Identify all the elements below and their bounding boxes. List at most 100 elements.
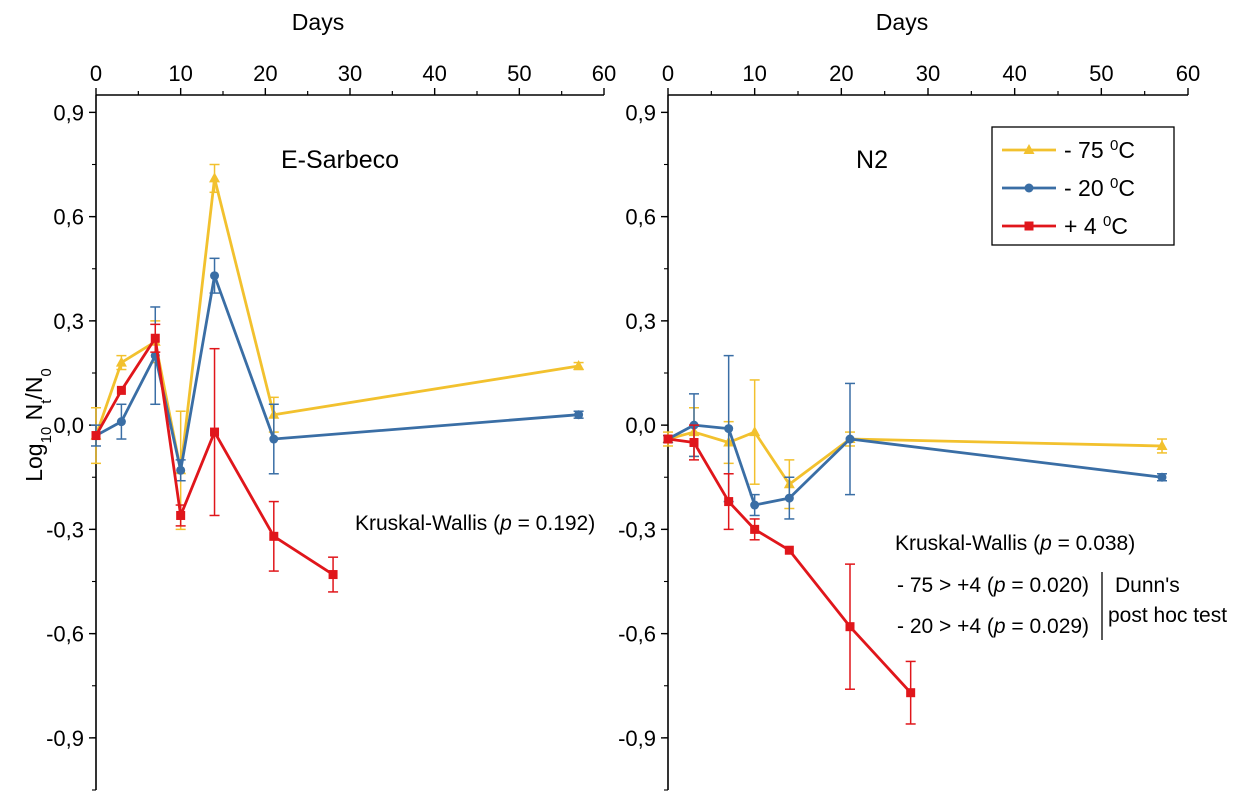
panel-title: E-Sarbeco bbox=[281, 146, 399, 174]
legend: - 75 0C- 20 0C+ 4 0C bbox=[991, 126, 1175, 246]
data-point bbox=[115, 356, 127, 367]
legend-item: - 20 0C bbox=[1002, 175, 1135, 202]
y-tick-label: 0,3 bbox=[625, 309, 656, 334]
y-tick-label: -0,9 bbox=[618, 726, 656, 751]
x-axis-title: Days bbox=[876, 9, 928, 35]
y-label-sep: /N bbox=[21, 377, 47, 400]
legend-marker bbox=[1023, 144, 1035, 154]
y-label-sub3: 0 bbox=[38, 368, 55, 376]
data-point bbox=[574, 410, 584, 420]
legend-label-main: - 75 bbox=[1064, 137, 1110, 163]
legend-label: - 75 0C bbox=[1064, 137, 1135, 164]
legend-label-unit: C bbox=[1111, 213, 1128, 239]
anno-p: p bbox=[1039, 532, 1052, 555]
data-point bbox=[724, 424, 734, 434]
data-point bbox=[784, 493, 794, 503]
data-point bbox=[210, 427, 220, 437]
series-line bbox=[95, 274, 579, 472]
x-tick-label: 60 bbox=[1176, 61, 1200, 86]
series-line bbox=[667, 430, 1163, 486]
anno-p: p bbox=[499, 512, 512, 535]
legend-label-unit: C bbox=[1118, 175, 1135, 201]
panel-e-sarbeco: Days E-Sarbeco 0 10 20 30 40 50 60 0,9 0,6 0,3 0,0… bbox=[46, 9, 616, 791]
x-tick-label: 30 bbox=[916, 61, 940, 86]
x-tick-label: 0 bbox=[662, 61, 674, 86]
legend-marker bbox=[1024, 221, 1034, 231]
y-tick-label: 0,6 bbox=[625, 205, 656, 230]
y-label-sub2: t bbox=[38, 399, 55, 404]
data-point bbox=[1157, 472, 1167, 482]
y-tick-label: -0,9 bbox=[46, 726, 84, 751]
legend-label-sup: 0 bbox=[1103, 213, 1111, 230]
data-point bbox=[210, 271, 220, 281]
x-tick-label: 10 bbox=[742, 61, 766, 86]
y-label-main: Log bbox=[21, 443, 47, 481]
anno-pre: Kruskal-Wallis ( bbox=[355, 512, 500, 535]
data-point bbox=[750, 500, 760, 510]
legend-label: + 4 0C bbox=[1064, 213, 1128, 240]
legend-item: - 75 0C bbox=[1002, 137, 1135, 164]
anno-p: p bbox=[993, 574, 1006, 597]
series-square bbox=[663, 424, 916, 725]
x-tick-label: 10 bbox=[168, 61, 192, 86]
y-tick-label: 0,3 bbox=[53, 309, 84, 334]
y-axis-label: Log10 Nt/N0 bbox=[21, 368, 55, 482]
x-tick-label: 20 bbox=[829, 61, 853, 86]
data-point bbox=[573, 360, 585, 371]
anno-post: = 0.038) bbox=[1052, 532, 1135, 555]
dunn-comparison-2: - 20 > +4 (p = 0.029) bbox=[897, 615, 1089, 638]
legend-label-main: + 4 bbox=[1064, 213, 1103, 239]
y-tick-label: 0,6 bbox=[53, 205, 84, 230]
y-label-mid: N bbox=[21, 404, 47, 427]
data-point bbox=[116, 417, 126, 427]
anno-pre: - 20 > +4 ( bbox=[897, 615, 994, 638]
posthoc-label-line1: Dunn's bbox=[1115, 574, 1180, 597]
y-tick-label: 0,0 bbox=[625, 413, 656, 438]
y-tick-label: -0,6 bbox=[46, 622, 84, 647]
anno-p: p bbox=[993, 615, 1006, 638]
data-point bbox=[845, 622, 855, 632]
anno-post: = 0.029) bbox=[1006, 615, 1089, 638]
data-point bbox=[845, 434, 855, 444]
x-tick-label: 30 bbox=[338, 61, 362, 86]
x-tick-label: 50 bbox=[507, 61, 531, 86]
data-point bbox=[150, 333, 160, 343]
kruskal-wallis-annotation: Kruskal-Wallis (p = 0.192) bbox=[355, 512, 595, 535]
data-point bbox=[724, 497, 734, 507]
anno-pre: Kruskal-Wallis ( bbox=[895, 532, 1040, 555]
series-square bbox=[91, 323, 339, 593]
kruskal-wallis-annotation: Kruskal-Wallis (p = 0.038) bbox=[895, 532, 1135, 555]
data-point bbox=[749, 426, 761, 437]
data-point bbox=[328, 570, 338, 580]
data-point bbox=[269, 531, 279, 541]
panel-n2: Days N2 0 10 20 30 40 50 60 0,9 0,6 0,3 0,0 -0,3 -0,… bbox=[618, 9, 1227, 791]
anno-pre: - 75 > +4 ( bbox=[897, 574, 994, 597]
series-circle bbox=[91, 257, 584, 482]
data-point bbox=[91, 431, 101, 441]
dunn-comparison-1: - 75 > +4 (p = 0.020) bbox=[897, 574, 1089, 597]
legend-marker bbox=[1024, 183, 1034, 193]
posthoc-label-line2: post hoc test bbox=[1108, 604, 1227, 627]
x-tick-label: 0 bbox=[90, 61, 102, 86]
x-tick-label: 40 bbox=[422, 61, 446, 86]
y-tick-label: -0,3 bbox=[618, 517, 656, 542]
data-point bbox=[116, 385, 126, 395]
data-point bbox=[1156, 439, 1168, 450]
series-triangle bbox=[90, 163, 585, 531]
y-tick-label: 0,9 bbox=[53, 100, 84, 125]
data-point bbox=[176, 510, 186, 520]
legend-item: + 4 0C bbox=[1002, 213, 1128, 240]
anno-post: = 0.020) bbox=[1006, 574, 1089, 597]
y-tick-label: 0,0 bbox=[53, 413, 84, 438]
plot-area: 0 10 20 30 40 50 60 0,9 0,6 0,3 0,0 -0,3 -0,6 -0,9 bbox=[46, 61, 616, 791]
panel-title: N2 bbox=[856, 146, 888, 174]
legend-label-sup: 0 bbox=[1110, 137, 1118, 154]
data-point bbox=[689, 438, 699, 447]
y-tick-label: -0,6 bbox=[618, 622, 656, 647]
x-tick-label: 60 bbox=[592, 61, 616, 86]
legend-label-main: - 20 bbox=[1064, 175, 1110, 201]
legend-label: - 20 0C bbox=[1064, 175, 1135, 202]
y-label-sub1: 10 bbox=[38, 427, 55, 444]
data-point bbox=[663, 434, 673, 444]
